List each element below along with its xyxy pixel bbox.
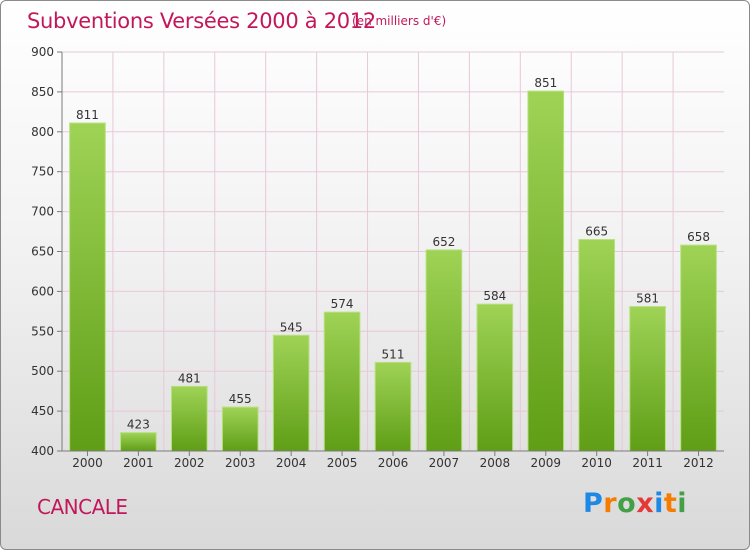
y-tick-label: 450 [31,404,54,418]
bar-2005[interactable] [323,311,361,452]
bar-value-label: 658 [687,230,710,244]
bars [69,90,717,452]
x-tick-label: 2009 [530,456,561,470]
logo-letter: r [603,488,618,519]
bar-value-label: 851 [534,76,557,90]
y-tick-label: 700 [31,205,54,219]
y-tick-label: 650 [31,245,54,259]
x-tick-label: 2003 [225,456,256,470]
bar-2002[interactable] [170,385,208,452]
x-tick-label: 2005 [327,456,358,470]
bar-2009[interactable] [527,90,565,452]
logo-letter: x [636,488,655,519]
city-name: CANCALE [37,495,128,519]
bar-2012[interactable] [680,244,717,452]
logo-letter: i [654,488,664,519]
bar-value-label: 423 [127,418,150,432]
axes [57,51,724,456]
bar-value-label: 545 [280,320,303,334]
proxiti-logo[interactable]: Proxiti [583,488,687,519]
logo-letter: P [583,488,604,519]
bar-value-label: 811 [76,108,99,122]
y-tick-label: 400 [31,444,54,458]
bar-value-label: 511 [382,347,405,361]
bar-value-label: 581 [636,292,659,306]
bar-2000[interactable] [69,122,106,452]
y-tick-label: 750 [31,165,54,179]
x-tick-label: 2001 [123,456,154,470]
y-tick-label: 800 [31,125,54,139]
x-tick-label: 2004 [276,456,307,470]
chart-title: Subventions Versées 2000 à 2012 [27,9,376,33]
bar-2004[interactable] [272,334,310,452]
logo-letter: o [617,488,637,519]
x-tick-label: 2011 [632,456,663,470]
y-tick-label: 900 [31,45,54,59]
labels: 400 450 500 550 600 650 700 750 800 850 900 811 2000… [31,45,714,470]
x-tick-label: 2002 [174,456,205,470]
bar-value-label: 481 [178,371,201,385]
chart-subtitle: (en milliers d'€) [352,14,447,28]
bar-value-label: 455 [229,392,252,406]
y-tick-label: 500 [31,364,54,378]
bar-2010[interactable] [578,239,616,452]
bar-value-label: 652 [432,235,455,249]
bar-2007[interactable] [425,249,463,452]
x-tick-label: 2007 [429,456,460,470]
x-tick-label: 2006 [378,456,409,470]
bar-value-label: 665 [585,225,608,239]
y-tick-label: 550 [31,324,54,338]
x-tick-label: 2000 [72,456,103,470]
bar-2011[interactable] [629,306,666,452]
y-tick-label: 850 [31,85,54,99]
bar-value-label: 584 [483,289,506,303]
bar-2003[interactable] [221,406,259,452]
logo-letter: t [663,488,678,519]
bar-2008[interactable] [476,303,514,452]
bar-value-label: 574 [331,297,354,311]
x-tick-label: 2008 [480,456,511,470]
y-tick-label: 600 [31,284,54,298]
x-tick-label: 2010 [581,456,612,470]
x-tick-label: 2012 [683,456,714,470]
logo-letter: i [677,488,688,519]
bar-2006[interactable] [374,361,412,452]
bar-2001[interactable] [120,432,157,452]
